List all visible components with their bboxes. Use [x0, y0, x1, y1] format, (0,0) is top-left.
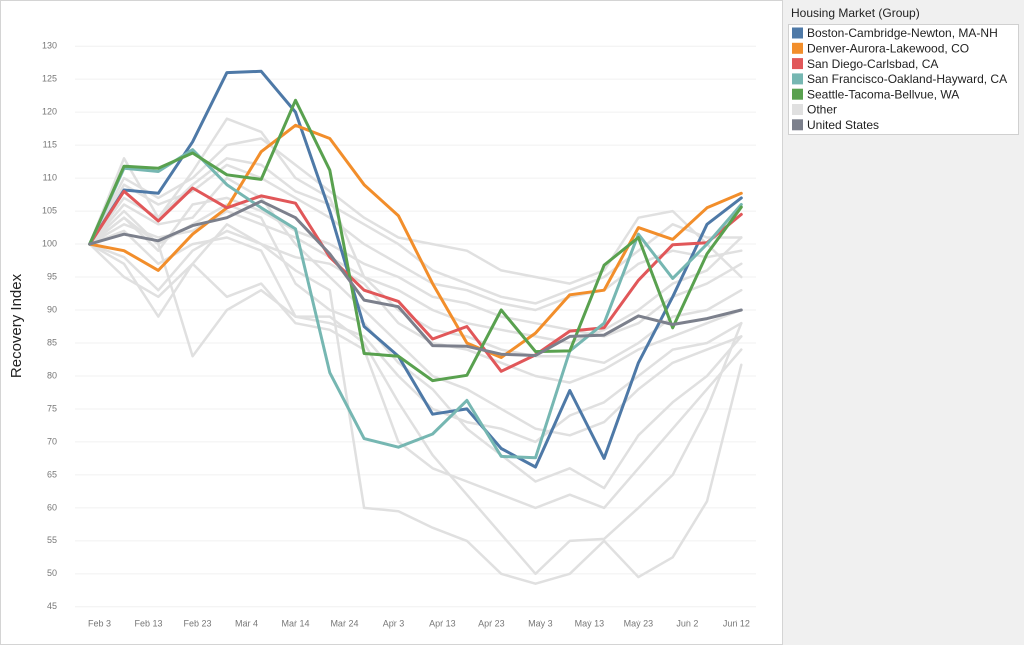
legend-swatch: [792, 42, 803, 54]
series-line: [88, 209, 743, 576]
x-tick-label: Feb 13: [134, 618, 162, 628]
series-line: [88, 176, 743, 437]
y-tick-label: 70: [47, 436, 57, 446]
x-tick-label: Mar 14: [281, 618, 309, 628]
x-tick-label: Jun 2: [676, 618, 698, 628]
series-line: [88, 163, 743, 312]
legend-label: United States: [807, 118, 879, 132]
legend-swatch: [792, 88, 803, 100]
legend: Boston-Cambridge-Newton, MA-NHDenver-Aur…: [788, 24, 1019, 135]
series-line: [88, 157, 743, 305]
x-tick-label: May 13: [575, 618, 605, 628]
series-line: [88, 117, 743, 345]
y-tick-label: 85: [47, 337, 57, 347]
legend-label: Denver-Aurora-Lakewood, CO: [807, 41, 969, 55]
y-tick-label: 130: [42, 41, 57, 51]
y-tick-label: 65: [47, 469, 57, 479]
y-tick-label: 45: [47, 601, 57, 611]
y-tick-label: 125: [42, 74, 57, 84]
series-line: [88, 199, 743, 357]
legend-swatch: [792, 27, 803, 39]
x-tick-label: May 3: [528, 618, 553, 628]
legend-swatch: [792, 119, 803, 131]
y-tick-label: 95: [47, 271, 57, 281]
legend-title: Housing Market (Group): [791, 6, 920, 20]
y-axis-title: Recovery Index: [8, 273, 25, 378]
x-tick-label: Apr 3: [383, 618, 405, 628]
x-tick-label: Jun 12: [723, 618, 750, 628]
x-tick-label: Apr 13: [429, 618, 456, 628]
series-line: [88, 137, 743, 285]
series-line: [88, 223, 743, 585]
legend-label: Seattle-Tacoma-Bellvue, WA: [807, 87, 959, 101]
x-tick-label: Mar 24: [330, 618, 358, 628]
y-tick-label: 115: [43, 139, 57, 149]
y-tick-label: 50: [47, 568, 57, 578]
x-tick-label: Apr 23: [478, 618, 505, 628]
x-tick-label: Feb 3: [88, 618, 111, 628]
series-line: [88, 203, 743, 490]
y-tick-label: 80: [47, 370, 57, 380]
legend-label: Boston-Cambridge-Newton, MA-NH: [807, 26, 998, 40]
legend-label: San Diego-Carlsbad, CA: [807, 57, 938, 71]
legend-swatch: [792, 104, 803, 115]
legend-swatch: [792, 58, 803, 70]
y-tick-label: 55: [47, 535, 57, 545]
series-line: [88, 98, 743, 383]
legend-box: [788, 24, 1019, 135]
chart-panel: [0, 0, 783, 645]
series-line: [88, 196, 743, 338]
series-line: [88, 123, 743, 359]
legend-swatch: [792, 73, 803, 85]
y-tick-label: 75: [47, 403, 57, 413]
series-line: [88, 229, 743, 384]
x-tick-label: Feb 23: [183, 618, 211, 628]
series-line: [88, 186, 743, 373]
series-line: [88, 242, 743, 510]
legend-label: Other: [807, 103, 837, 117]
y-tick-label: 90: [47, 304, 57, 314]
legend-label: San Francisco-Oakland-Hayward, CA: [807, 72, 1007, 86]
x-tick-label: May 23: [624, 618, 654, 628]
y-tick-label: 100: [42, 238, 57, 248]
y-tick-label: 105: [42, 205, 57, 215]
y-tick-label: 60: [47, 502, 57, 512]
y-tick-label: 120: [42, 107, 57, 117]
series-line: [88, 69, 743, 469]
x-tick-label: Mar 4: [235, 618, 258, 628]
y-tick-label: 110: [43, 172, 57, 182]
